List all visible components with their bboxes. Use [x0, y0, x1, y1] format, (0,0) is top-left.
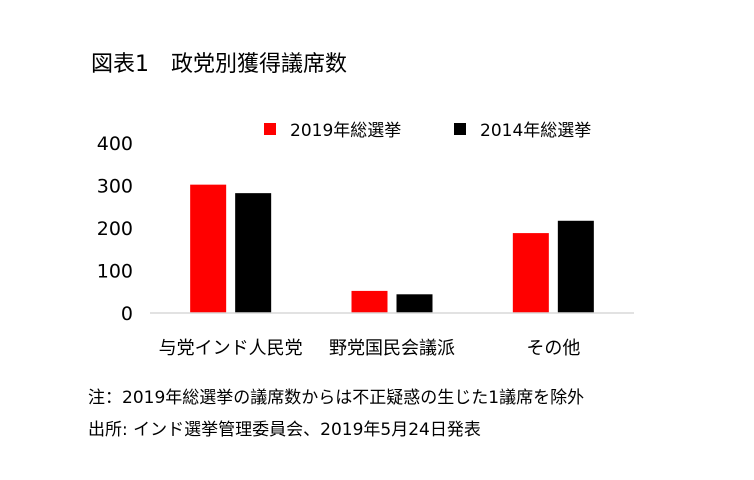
legend-swatch-1 [454, 123, 466, 135]
figure-note: 注：2019年総選挙の議席数からは不正疑惑の生じた1議席を除外 [88, 388, 585, 408]
y-tick-label: 100 [97, 261, 133, 283]
x-axis-labels: 与党インド人民党 野党国民会議派 その他 [159, 338, 581, 359]
bar-2-1 [557, 220, 594, 313]
legend-label-1: 2014年総選挙 [480, 121, 591, 141]
x-tick-label: 野党国民会議派 [329, 338, 455, 359]
figure-title: 図表1 政党別獲得議席数 [91, 52, 347, 77]
y-tick-label: 200 [97, 218, 133, 240]
legend-swatch-0 [264, 123, 276, 135]
bar-0-0 [190, 184, 227, 313]
bar-1-0 [351, 290, 388, 313]
bar-2-0 [512, 233, 549, 313]
y-tick-label: 400 [97, 133, 133, 155]
chart-legend: 2019年総選挙 2014年総選挙 [264, 121, 591, 141]
y-axis-ticks: 0 100 200 300 400 [97, 133, 133, 325]
x-tick-label: 与党インド人民党 [159, 338, 303, 359]
bars [190, 184, 594, 313]
bar-1-1 [396, 294, 433, 313]
x-tick-label: その他 [526, 338, 580, 359]
bar-chart: 2019年総選挙 2014年総選挙 0 100 200 300 400 与党インド人民党 野… [97, 121, 634, 359]
y-tick-label: 0 [121, 303, 133, 325]
legend-label-0: 2019年総選挙 [290, 121, 401, 141]
y-tick-label: 300 [97, 176, 133, 198]
figure-source: 出所: インド選挙管理委員会、2019年5月24日発表 [88, 420, 481, 440]
bar-0-1 [235, 193, 272, 313]
